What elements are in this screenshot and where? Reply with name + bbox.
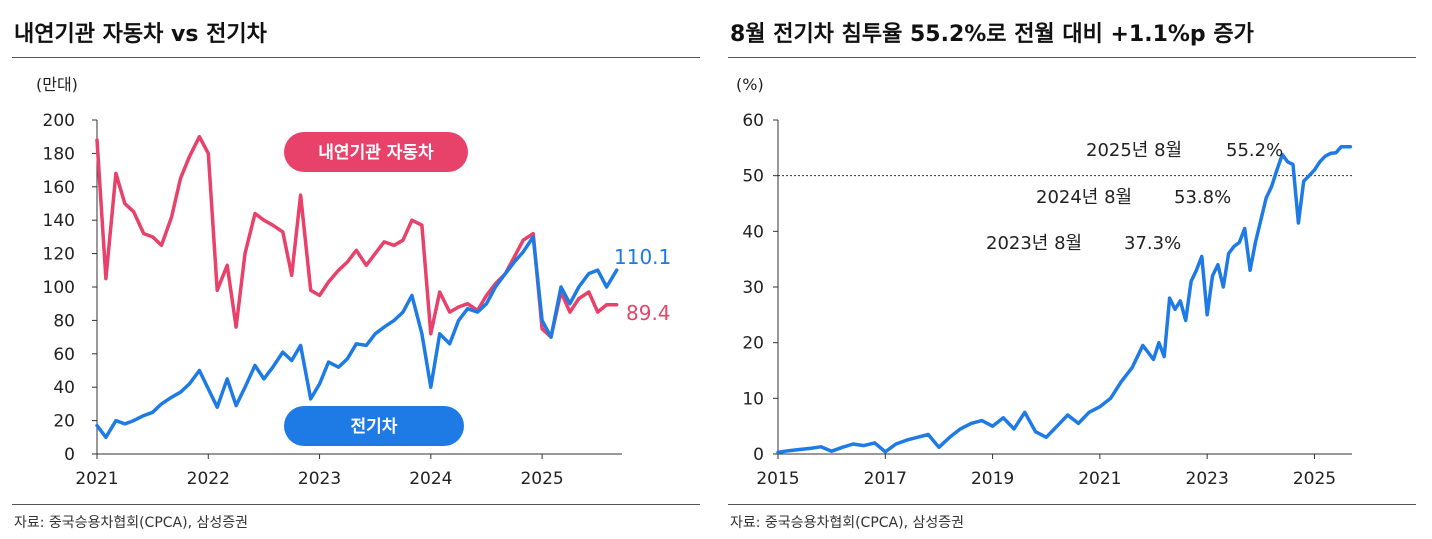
y-tick-label: 0 [753, 445, 764, 465]
x-tick-label: 2019 [971, 469, 1014, 489]
x-tick-label: 2023 [298, 469, 341, 489]
annotation-label: 2025년 8월 [1086, 140, 1182, 161]
legend-pill-ice [284, 132, 468, 172]
y-tick-label: 180 [43, 144, 75, 164]
legend-pill-label-ice: 내연기관 자동차 [318, 143, 434, 163]
y-tick-label: 200 [43, 111, 75, 131]
annotation-value: 53.8% [1174, 187, 1231, 208]
chart-panel-ev-penetration: 8월 전기차 침투율 55.2%로 전월 대비 +1.1%p 증가 (%) 0 10… [716, 0, 1416, 539]
y-tick-label: 140 [43, 211, 75, 231]
x-tick-label: 2022 [187, 469, 230, 489]
annotation-value: 55.2% [1226, 140, 1283, 161]
x-tick-label: 2021 [75, 469, 118, 489]
ev-penetration-chart-svg: (%) 0 10 20 30 40 50 60 2015 2017 2019 2021 2023 2025… [736, 75, 1353, 489]
x-tick-label: 2017 [864, 469, 907, 489]
y-tick-label: 60 [53, 345, 75, 365]
x-tick-label: 2023 [1186, 469, 1229, 489]
annotation-label: 2024년 8월 [1036, 187, 1132, 208]
end-label-ice: 89.4 [626, 301, 671, 325]
y-tick-label: 60 [742, 111, 764, 131]
y-tick-label: 50 [742, 167, 764, 187]
source-divider [12, 504, 700, 505]
annotation-label: 2023년 8월 [986, 233, 1082, 254]
series-line-ice [95, 134, 619, 339]
ice-vs-ev-chart-svg: (만대) 0 20 40 60 80 100 120 140 160 180 200 2021 2022 2… [36, 75, 671, 489]
x-tick-label: 2021 [1078, 469, 1121, 489]
end-label-ev: 110.1 [614, 245, 671, 269]
y-tick-label: 40 [742, 222, 764, 242]
y-tick-label: 120 [43, 245, 75, 265]
x-tick-label: 2025 [1293, 469, 1336, 489]
source-divider [728, 504, 1416, 505]
x-tick-label: 2015 [756, 469, 799, 489]
title-divider [12, 57, 700, 58]
y-tick-label: 20 [53, 412, 75, 432]
source-note: 자료: 중국승용차협회(CPCA), 삼성증권 [14, 515, 249, 531]
y-axis-unit: (만대) [36, 75, 78, 94]
y-tick-label: 80 [53, 311, 75, 331]
y-tick-label: 100 [43, 278, 75, 298]
legend-pill-ev [284, 406, 464, 446]
annotation-value: 37.3% [1124, 233, 1181, 254]
x-tick-label: 2025 [520, 469, 563, 489]
y-tick-label: 30 [742, 278, 764, 298]
legend-pill-label-ev: 전기차 [351, 417, 398, 437]
chart-title: 8월 전기차 침투율 55.2%로 전월 대비 +1.1%p 증가 [730, 22, 1254, 47]
series-line-penetration [776, 144, 1353, 455]
y-tick-label: 20 [742, 334, 764, 354]
y-tick-label: 40 [53, 378, 75, 398]
series-line-ev [95, 235, 619, 440]
x-tick-label: 2024 [409, 469, 452, 489]
chart-panel-ice-vs-ev: 내연기관 자동차 vs 전기차 (만대) 0 20 40 60 80 100 120 140 16… [0, 0, 700, 539]
chart-title: 내연기관 자동차 vs 전기차 [14, 22, 267, 47]
y-tick-label: 10 [742, 389, 764, 409]
y-tick-label: 160 [43, 178, 75, 198]
y-axis-unit: (%) [736, 75, 764, 94]
source-note: 자료: 중국승용차협회(CPCA), 삼성증권 [730, 515, 965, 531]
title-divider [728, 57, 1416, 58]
y-tick-label: 0 [64, 445, 75, 465]
